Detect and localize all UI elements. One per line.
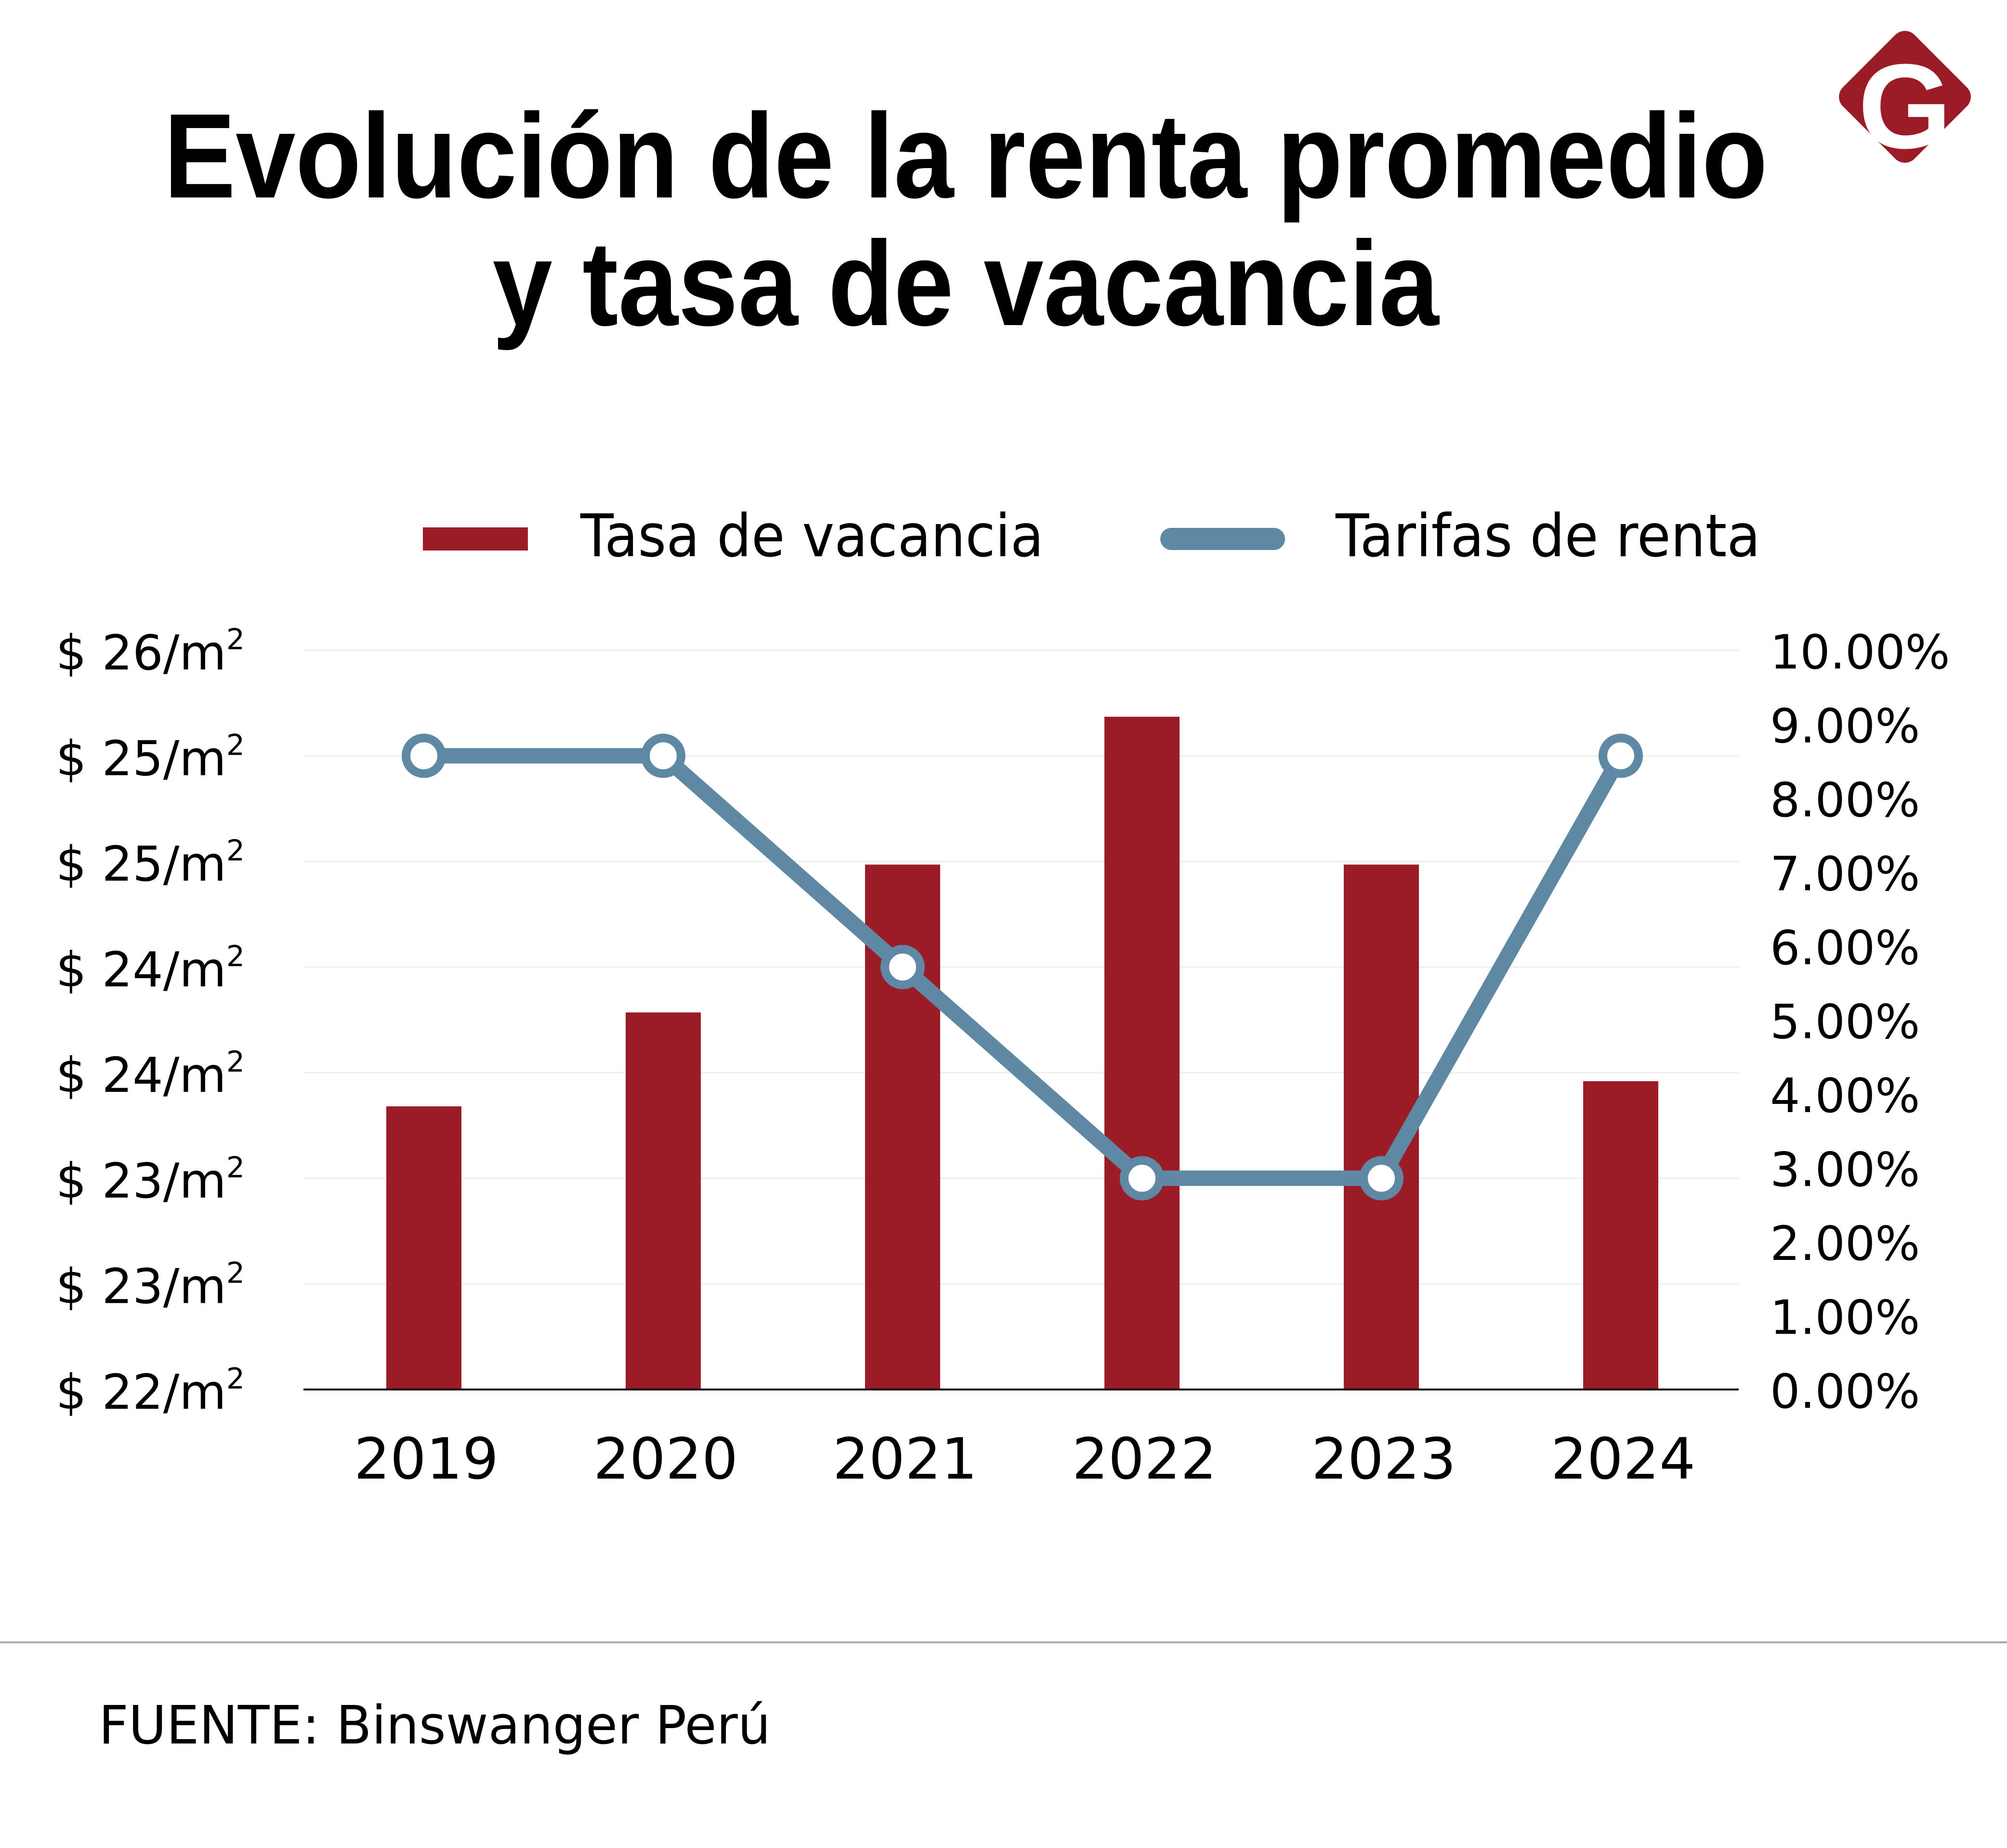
right-tick-label: 10.00% xyxy=(1770,625,1950,680)
legend-label-renta: Tarifas de renta xyxy=(1335,502,1760,570)
bar-2020 xyxy=(626,1012,701,1389)
renta-point-2023 xyxy=(1359,1156,1404,1201)
renta-line xyxy=(402,734,1643,1201)
right-tick-label: 2.00% xyxy=(1770,1217,1920,1271)
logo-letter: G xyxy=(1858,39,1952,173)
right-tick-label: 9.00% xyxy=(1770,699,1920,754)
left-tick-label: $ 23/m2 xyxy=(56,1257,245,1315)
chart-title-line-1: Evolución de la renta promedio xyxy=(164,89,1768,223)
right-tick-label: 7.00% xyxy=(1770,847,1920,902)
x-tick-label: 2022 xyxy=(1072,1426,1217,1492)
left-tick-label: $ 23/m2 xyxy=(56,1151,245,1209)
left-tick-label: $ 26/m2 xyxy=(56,623,245,681)
right-tick-label: 8.00% xyxy=(1770,773,1920,828)
right-tick-label: 0.00% xyxy=(1770,1364,1920,1419)
legend: Tasa de vacancia Tarifas de renta xyxy=(423,502,1760,570)
right-tick-label: 1.00% xyxy=(1770,1291,1920,1346)
legend-label-vacancia: Tasa de vacancia xyxy=(580,502,1044,570)
x-tick-label: 2019 xyxy=(354,1426,498,1492)
chart-title-line-2: y tasa de vacancia xyxy=(493,216,1440,351)
legend-swatch-vacancia xyxy=(423,527,528,550)
right-y-axis: 0.00% 1.00% 2.00% 3.00% 4.00% 5.00% 6.00% 7.00%… xyxy=(1770,625,1950,1419)
bar-2024 xyxy=(1583,1081,1658,1389)
renta-line-path xyxy=(416,748,1628,1186)
left-tick-label: $ 25/m2 xyxy=(56,728,245,786)
bar-2019 xyxy=(386,1106,461,1389)
right-tick-label: 6.00% xyxy=(1770,921,1920,976)
left-tick-label: $ 24/m2 xyxy=(56,1045,245,1103)
x-tick-label: 2023 xyxy=(1312,1426,1456,1492)
renta-point-2020 xyxy=(641,734,685,778)
renta-point-2024 xyxy=(1599,734,1643,778)
x-tick-label: 2024 xyxy=(1551,1426,1695,1492)
left-tick-label: $ 25/m2 xyxy=(56,834,245,892)
right-tick-label: 3.00% xyxy=(1770,1143,1920,1198)
source-note: FUENTE: Binswanger Perú xyxy=(99,1694,771,1756)
bar-2022 xyxy=(1104,717,1180,1389)
gridlines xyxy=(303,649,1739,1285)
logo-diamond-icon xyxy=(1839,31,1971,163)
vacancia-bars xyxy=(386,717,1658,1389)
renta-point-2021 xyxy=(880,944,925,989)
left-tick-label: $ 22/m2 xyxy=(56,1362,245,1420)
x-tick-label: 2021 xyxy=(833,1426,977,1492)
renta-point-2019 xyxy=(402,734,446,778)
right-tick-label: 5.00% xyxy=(1770,995,1920,1050)
x-tick-label: 2020 xyxy=(593,1426,738,1492)
renta-point-2022 xyxy=(1120,1156,1164,1201)
left-tick-label: $ 24/m2 xyxy=(56,940,245,998)
left-y-axis: $ 22/m2 $ 23/m2 $ 23/m2 $ 24/m2 $ 24/m2 $ 25/… xyxy=(56,623,245,1420)
x-axis: 2019 2020 2021 2022 2023 2024 xyxy=(354,1426,1695,1492)
brand-logo: G xyxy=(1839,31,1971,173)
right-tick-label: 4.00% xyxy=(1770,1069,1920,1124)
